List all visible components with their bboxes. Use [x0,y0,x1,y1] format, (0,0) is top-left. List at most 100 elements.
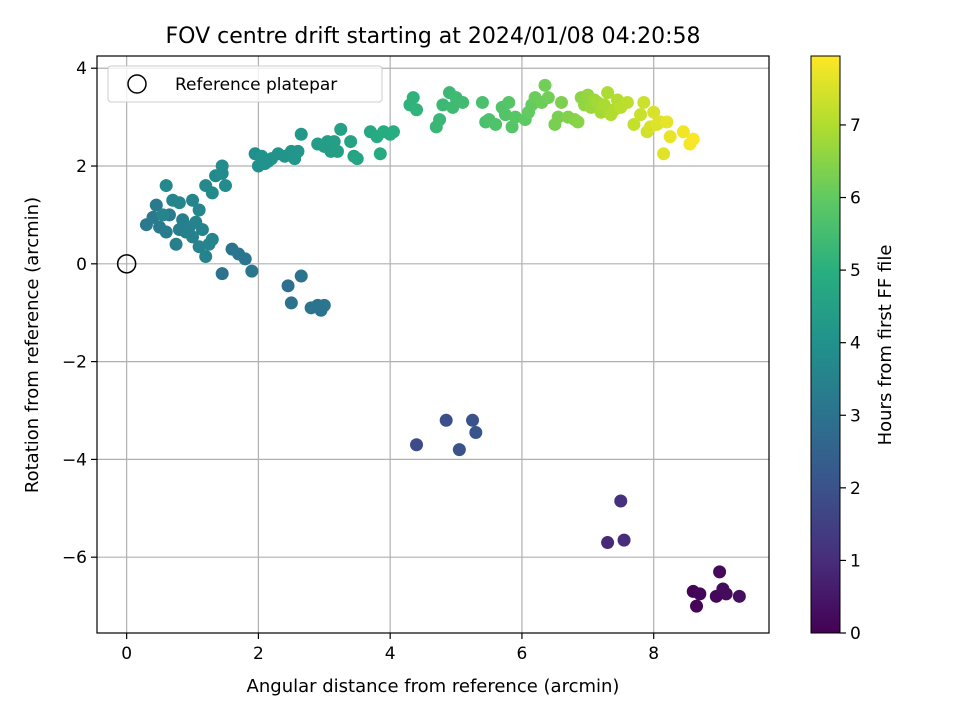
data-point [732,589,746,603]
data-point [186,230,200,244]
legend-marker [127,74,147,94]
data-point [614,494,628,508]
data-point [475,95,489,109]
data-point [601,536,615,550]
data-point [693,587,707,601]
data-point [218,179,232,193]
y-axis-label: Rotation from reference (arcmin) [22,197,43,493]
colorbar-tick-label: 4 [850,334,861,354]
data-point [215,267,229,281]
data-point [205,186,219,200]
colorbar-ticks: 0 1 2 3 4 5 6 7 [840,116,861,644]
data-point [373,147,387,161]
data-point [663,130,677,144]
data-point [538,78,552,92]
colorbar-gradient [810,55,841,634]
data-point [149,198,163,212]
y-tick-label: 0 [76,255,87,275]
colorbar-tick-label: 1 [850,551,861,571]
data-point [508,110,522,124]
data-point [172,196,186,210]
data-point [686,132,700,146]
data-point [205,232,219,246]
colorbar-tick-label: 2 [850,479,861,499]
data-point [627,117,641,131]
legend-box [107,65,383,103]
y-axis-ticks: −6 −4 −2 0 2 4 [62,59,97,568]
x-axis-ticks: 0 2 4 6 8 [121,633,659,664]
data-point [676,125,690,139]
colorbar: 0 1 2 3 4 5 6 7 Hours from first FF file [810,55,896,644]
data-point [238,252,252,266]
data-point [327,135,341,149]
data-point [169,237,183,251]
data-point [192,240,206,254]
data-points [139,78,746,613]
data-point [601,86,615,100]
data-point [406,91,420,105]
reference-marker [116,254,137,274]
data-point [146,210,160,224]
data-point [350,152,364,166]
data-point [245,264,259,278]
data-point [541,91,555,105]
data-point [199,249,213,263]
data-point [469,426,483,440]
data-point [334,122,348,136]
chart-title: FOV centre drift starting at 2024/01/08 … [166,24,701,49]
data-point [159,225,173,239]
data-point [637,95,651,109]
colorbar-label: Hours from first FF file [875,245,896,446]
data-point [660,115,674,129]
colorbar-tick-label: 7 [850,116,861,136]
data-point [330,144,344,158]
data-point [446,100,460,114]
data-point [498,108,512,122]
data-point [344,135,358,149]
y-tick-label: −6 [62,548,87,568]
colorbar-tick-label: 6 [850,189,861,209]
data-point [294,127,308,141]
data-point [439,413,453,427]
data-point [156,208,170,222]
data-point [505,120,519,134]
data-point [317,298,331,312]
data-point [410,103,424,117]
data-point [551,110,565,124]
data-point [291,144,305,158]
data-point [617,533,631,547]
data-point [489,117,503,131]
data-point [456,95,470,109]
data-point [452,443,466,457]
data-point [571,115,585,129]
colorbar-tick-label: 5 [850,261,861,281]
data-point [597,98,611,112]
y-tick-label: −4 [62,450,87,470]
legend-label: Reference platepar [175,75,337,95]
data-point [466,413,480,427]
data-point [436,98,450,112]
data-point [410,438,424,452]
data-point [502,95,516,109]
data-point [713,565,727,579]
data-point [192,203,206,217]
data-point [284,296,298,310]
y-tick-label: 4 [76,59,87,79]
data-point [433,113,447,127]
data-point [159,179,173,193]
x-tick-label: 0 [121,644,132,664]
data-point [215,159,229,173]
y-tick-label: 2 [76,157,87,177]
y-tick-label: −2 [62,353,87,373]
data-point [719,587,733,601]
colorbar-tick-label: 0 [850,624,861,644]
data-point [554,95,568,109]
plot-area-frame [96,55,770,634]
data-point [690,599,704,613]
data-point [186,193,200,207]
x-axis-label: Angular distance from reference (arcmin) [247,676,620,697]
x-tick-label: 2 [253,644,264,664]
data-point [634,108,648,122]
data-point [620,95,634,109]
